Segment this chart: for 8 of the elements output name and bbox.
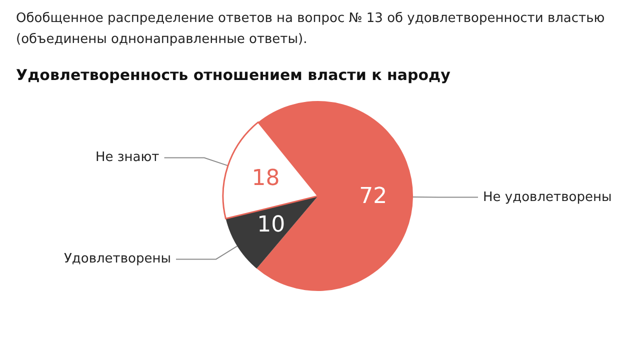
chart-subtitle: Обобщенное распределение ответов на вопрос № 13 об удовлетворенности властью (объединены однонаправленные ответы). — [16, 10, 606, 49]
slice-label: Не знают — [95, 150, 160, 166]
chart-title: Удовлетворенность отношением власти к народу — [16, 66, 450, 84]
data-label: 72 — [359, 184, 388, 210]
data-label: 10 — [257, 212, 286, 238]
slice-label: Не удовлетворены — [482, 190, 612, 205]
data-label: 18 — [252, 166, 280, 191]
slice-label: Удовлетворены — [64, 252, 172, 267]
